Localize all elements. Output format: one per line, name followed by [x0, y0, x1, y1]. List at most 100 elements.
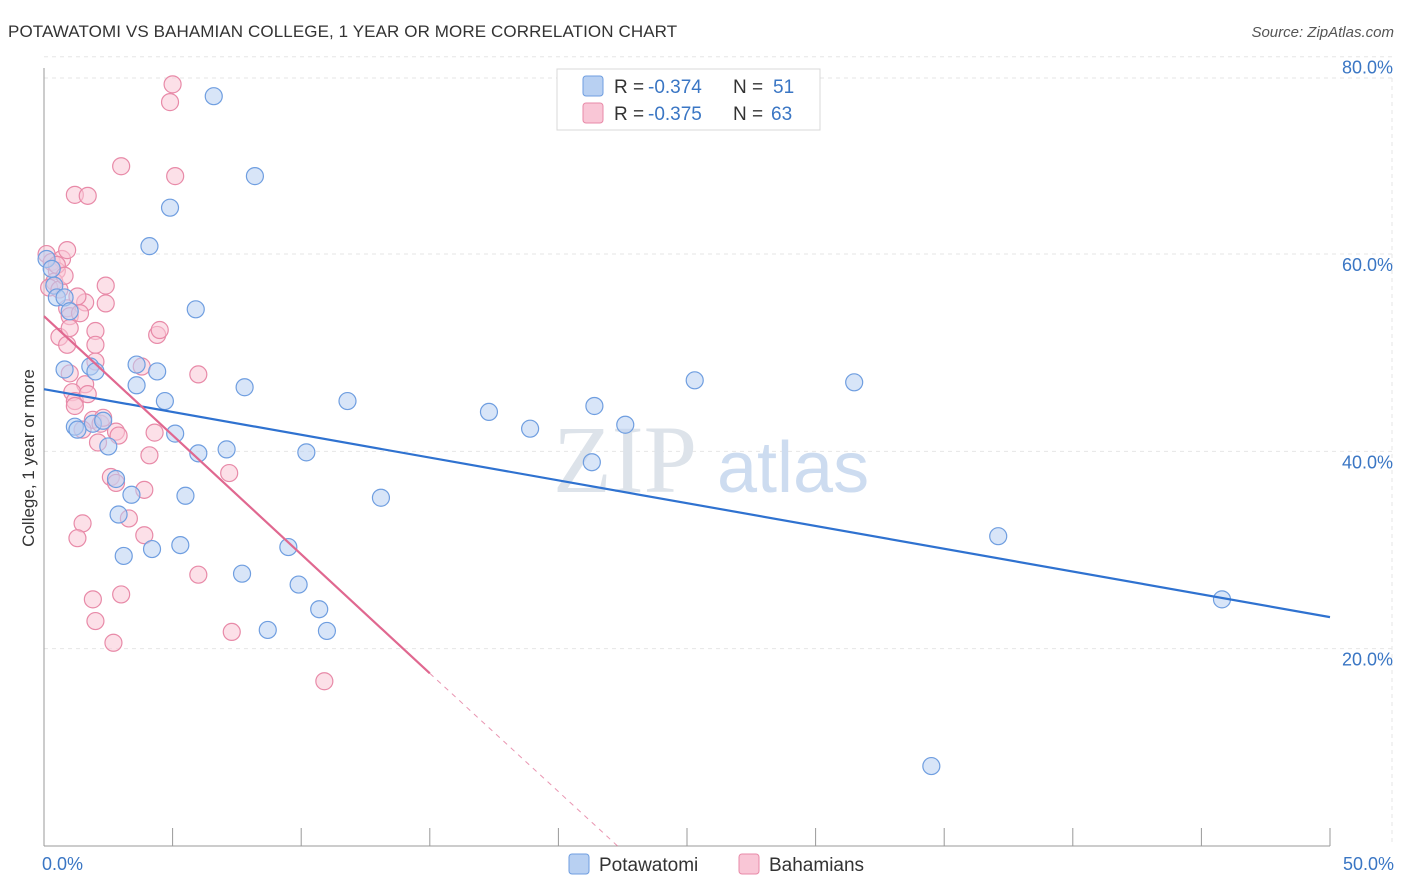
bahamians-point [140, 446, 159, 465]
bahamians-point [58, 241, 77, 260]
potawatomi-point [68, 420, 87, 439]
trend-lines [43, 315, 1331, 847]
potawatomi-point [122, 485, 141, 504]
legend-n-value-bahamians: 63 [771, 104, 792, 125]
potawatomi-point [585, 396, 604, 416]
potawatomi-point [582, 453, 601, 472]
bahamians-trend-line [43, 315, 431, 675]
potawatomi-point [845, 373, 864, 392]
bahamians-points [37, 75, 334, 691]
bahamians-point [135, 526, 154, 545]
y-tick-labels: 20.0% 40.0% 60.0% 80.0% [1342, 58, 1393, 670]
legend-r-label-potawatomi: R = [614, 77, 644, 98]
potawatomi-point [317, 621, 337, 641]
potawatomi-point [310, 600, 329, 619]
bahamians-point [189, 365, 208, 384]
potawatomi-point [235, 378, 254, 397]
legend-r-value-potawatomi: -0.374 [648, 77, 702, 98]
potawatomi-point [245, 167, 265, 186]
potawatomi-point [189, 444, 208, 463]
potawatomi-point [176, 486, 195, 505]
bottom-legend-label-potawatomi: Potawatomi [599, 855, 698, 876]
bahamians-point [78, 186, 97, 205]
bahamians-point [160, 93, 180, 112]
chart-source: Source: ZipAtlas.com [1251, 24, 1394, 41]
potawatomi-point [171, 535, 190, 555]
potawatomi-point [217, 440, 236, 459]
potawatomi-point [55, 360, 74, 379]
bahamians-point [112, 585, 131, 604]
watermark-atlas: atlas [717, 428, 869, 508]
chart-title: POTAWATOMI VS BAHAMIAN COLLEGE, 1 YEAR O… [8, 22, 678, 41]
potawatomi-point [86, 362, 105, 381]
potawatomi-point [922, 756, 941, 776]
bahamians-point [112, 157, 131, 176]
y-tick-label: 40.0% [1342, 452, 1393, 472]
potawatomi-point [289, 575, 308, 594]
bahamians-point [78, 385, 97, 404]
bottom-legend-label-bahamians: Bahamians [769, 855, 864, 876]
potawatomi-point [42, 259, 61, 278]
potawatomi-point [94, 411, 113, 430]
x-tick-label: 50.0% [1343, 854, 1394, 874]
legend-n-label-potawatomi: N = [733, 77, 763, 98]
potawatomi-point [521, 419, 540, 438]
bahamians-trend-extension [429, 672, 618, 847]
potawatomi-point [186, 300, 205, 319]
y-tick-label: 60.0% [1342, 255, 1393, 275]
axes [43, 68, 1331, 847]
potawatomi-point [114, 546, 133, 566]
grid-lines [44, 56, 1393, 846]
legend-n-label-bahamians: N = [733, 104, 763, 125]
potawatomi-point [60, 302, 79, 321]
potawatomi-trend-line [43, 388, 1331, 619]
potawatomi-point [989, 527, 1008, 546]
potawatomi-point [616, 415, 635, 434]
y-tick-label: 20.0% [1342, 650, 1393, 670]
potawatomi-point [106, 469, 126, 489]
bahamians-point [96, 294, 115, 313]
potawatomi-point [148, 362, 167, 381]
legend-r-value-bahamians: -0.375 [648, 104, 702, 125]
potawatomi-point [127, 355, 146, 374]
bahamians-point [68, 529, 87, 548]
legend-n-value-potawatomi: 51 [773, 77, 794, 98]
legend-swatch-potawatomi [582, 75, 604, 97]
potawatomi-point [204, 87, 223, 106]
x-tick-labels: 0.0% 50.0% [42, 854, 1394, 874]
bahamians-point [104, 633, 123, 652]
bahamians-point [65, 396, 84, 416]
legend-swatch-bahamians [582, 102, 604, 124]
legend-r-label-bahamians: R = [614, 104, 644, 125]
x-tick-label: 0.0% [42, 854, 83, 874]
potawatomi-point [166, 424, 185, 443]
bahamians-point [150, 320, 169, 340]
bahamians-point [145, 423, 164, 442]
bahamians-point [86, 611, 105, 631]
legend: R = -0.374 N = 51 R = -0.375 N = 63 [556, 68, 821, 131]
bottom-legend: Potawatomi Bahamians [568, 853, 864, 876]
bottom-legend-swatch-potawatomi [568, 853, 590, 875]
bahamians-point [222, 622, 241, 642]
bahamians-point [315, 672, 334, 691]
watermark: ZIP atlas [553, 406, 869, 513]
y-axis-title: College, 1 year or more [19, 369, 38, 547]
bahamians-point [220, 463, 239, 483]
potawatomi-point [109, 505, 128, 524]
potawatomi-points [37, 87, 1232, 776]
potawatomi-point [479, 402, 499, 422]
bahamians-point [163, 75, 182, 94]
potawatomi-point [258, 620, 277, 640]
y-tick-label: 80.0% [1342, 58, 1393, 78]
potawatomi-point [232, 564, 252, 583]
potawatomi-point [279, 537, 298, 557]
potawatomi-point [338, 391, 357, 411]
bottom-legend-swatch-bahamians [738, 853, 760, 875]
potawatomi-point [155, 391, 174, 411]
potawatomi-point [99, 437, 118, 456]
potawatomi-point [142, 539, 162, 559]
potawatomi-point [297, 443, 316, 462]
bahamians-point [86, 335, 105, 354]
potawatomi-point [127, 376, 146, 395]
